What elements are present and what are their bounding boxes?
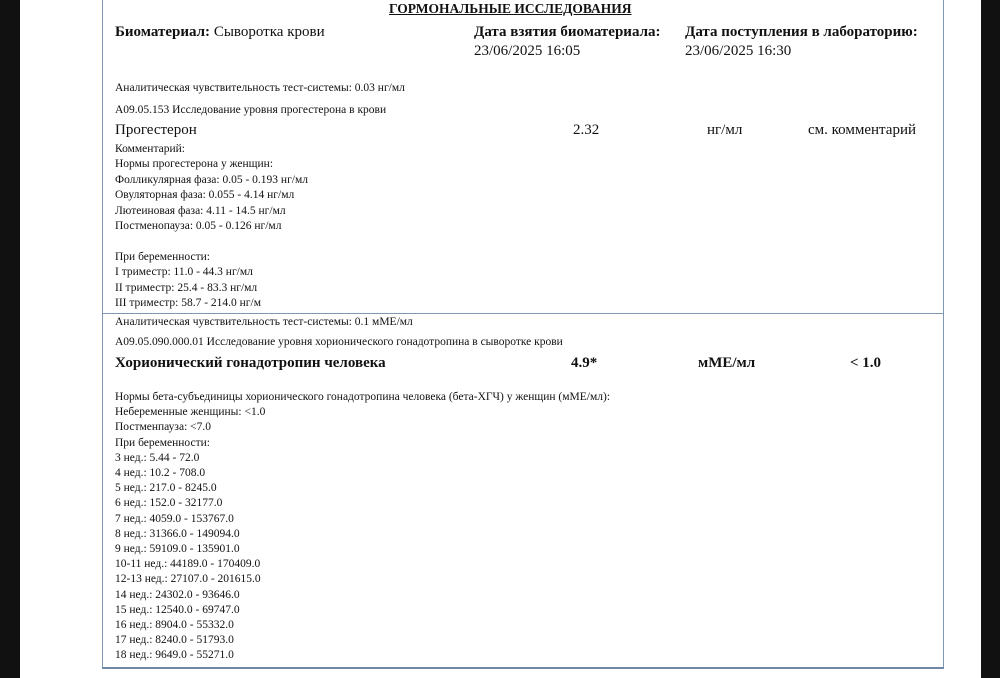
text-line: Фолликулярная фаза: 0.05 - 0.193 нг/мл: [115, 173, 308, 186]
text-line: 8 нед.: 31366.0 - 149094.0: [115, 527, 240, 540]
text-line: II триместр: 25.4 - 83.3 нг/мл: [115, 281, 258, 294]
biomaterial-value: Сыворотка крови: [213, 24, 325, 40]
hcg-code: A09.05.090.000.01 Исследование уровня хо…: [115, 336, 563, 348]
text-line: 10-11 нед.: 44189.0 - 170409.0: [115, 558, 261, 571]
text-line: I триместр: 11.0 - 44.3 нг/мл: [115, 266, 253, 279]
progesterone-sensitivity: Аналитическая чувствительность тест-сист…: [115, 82, 405, 94]
collection-date-value: 23/06/2025 16:05: [474, 43, 581, 59]
hcg-value: 4.9*: [571, 355, 598, 371]
text-line: 3 нед.: 5.44 - 72.0: [115, 451, 200, 464]
collection-date-label: Дата взятия биоматериала:: [474, 24, 661, 40]
text-line: 6 нед.: 152.0 - 32177.0: [115, 497, 223, 510]
text-line: Комментарий:: [115, 143, 185, 155]
text-line: [115, 234, 308, 249]
text-line: 9 нед.: 59109.0 - 135901.0: [115, 543, 240, 556]
report-title: ГОРМОНАЛЬНЫЕ ИССЛЕДОВАНИЯ: [389, 1, 632, 16]
received-date-value: 23/06/2025 16:30: [685, 43, 792, 59]
hcg-sensitivity: Аналитическая чувствительность тест-сист…: [115, 316, 413, 328]
text-line: 5 нед.: 217.0 - 8245.0: [115, 482, 217, 495]
progesterone-reference: см. комментарий: [808, 122, 917, 138]
text-line: 16 нед.: 8904.0 - 55332.0: [115, 619, 234, 632]
text-line: При беременности:: [115, 436, 210, 449]
progesterone-code: A09.05.153 Исследование уровня прогестер…: [115, 104, 387, 116]
text-line: Постменпауза: <7.0: [115, 421, 212, 434]
received-date-label: Дата поступления в лабораторию:: [685, 24, 918, 40]
hcg-norms: Нормы бета-субъединицы хорионического го…: [115, 390, 610, 664]
biomaterial: Биоматериал: Сыворотка крови: [115, 24, 325, 41]
text-line: Нормы бета-субъединицы хорионического го…: [115, 391, 611, 403]
biomaterial-label: Биоматериал:: [115, 24, 211, 40]
section-divider: [102, 313, 943, 314]
document-page: [20, 0, 981, 678]
text-line: 18 нед.: 9649.0 - 55271.0: [115, 649, 234, 662]
text-line: Овуляторная фаза: 0.055 - 4.14 нг/мл: [115, 189, 295, 202]
text-line: III триместр: 58.7 - 214.0 нг/м: [115, 297, 261, 310]
progesterone-unit: нг/мл: [707, 122, 743, 138]
text-line: Постменопауза: 0.05 - 0.126 нг/мл: [115, 220, 282, 233]
text-line: При беременности:: [115, 250, 210, 263]
text-line: Нормы прогестерона у женщин:: [115, 158, 274, 171]
hcg-name: Хорионический гонадотропин человека: [115, 355, 386, 371]
text-line: Лютеиновая фаза: 4.11 - 14.5 нг/мл: [115, 204, 286, 217]
hcg-reference: < 1.0: [850, 355, 882, 371]
progesterone-value: 2.32: [573, 122, 600, 138]
progesterone-comment: Комментарий: Нормы прогестерона у женщин:…: [115, 142, 308, 311]
text-line: 17 нед.: 8240.0 - 51793.0: [115, 634, 234, 647]
text-line: 12-13 нед.: 27107.0 - 201615.0: [115, 573, 261, 586]
text-line: 14 нед.: 24302.0 - 93646.0: [115, 588, 240, 601]
text-line: 4 нед.: 10.2 - 708.0: [115, 467, 206, 480]
text-line: 7 нед.: 4059.0 - 153767.0: [115, 512, 234, 525]
progesterone-name: Прогестерон: [115, 122, 197, 138]
hcg-unit: мМЕ/мл: [698, 355, 756, 371]
text-line: Небеременные женщины: <1.0: [115, 406, 266, 419]
text-line: 15 нед.: 12540.0 - 69747.0: [115, 603, 240, 616]
report-frame: [102, 0, 944, 669]
